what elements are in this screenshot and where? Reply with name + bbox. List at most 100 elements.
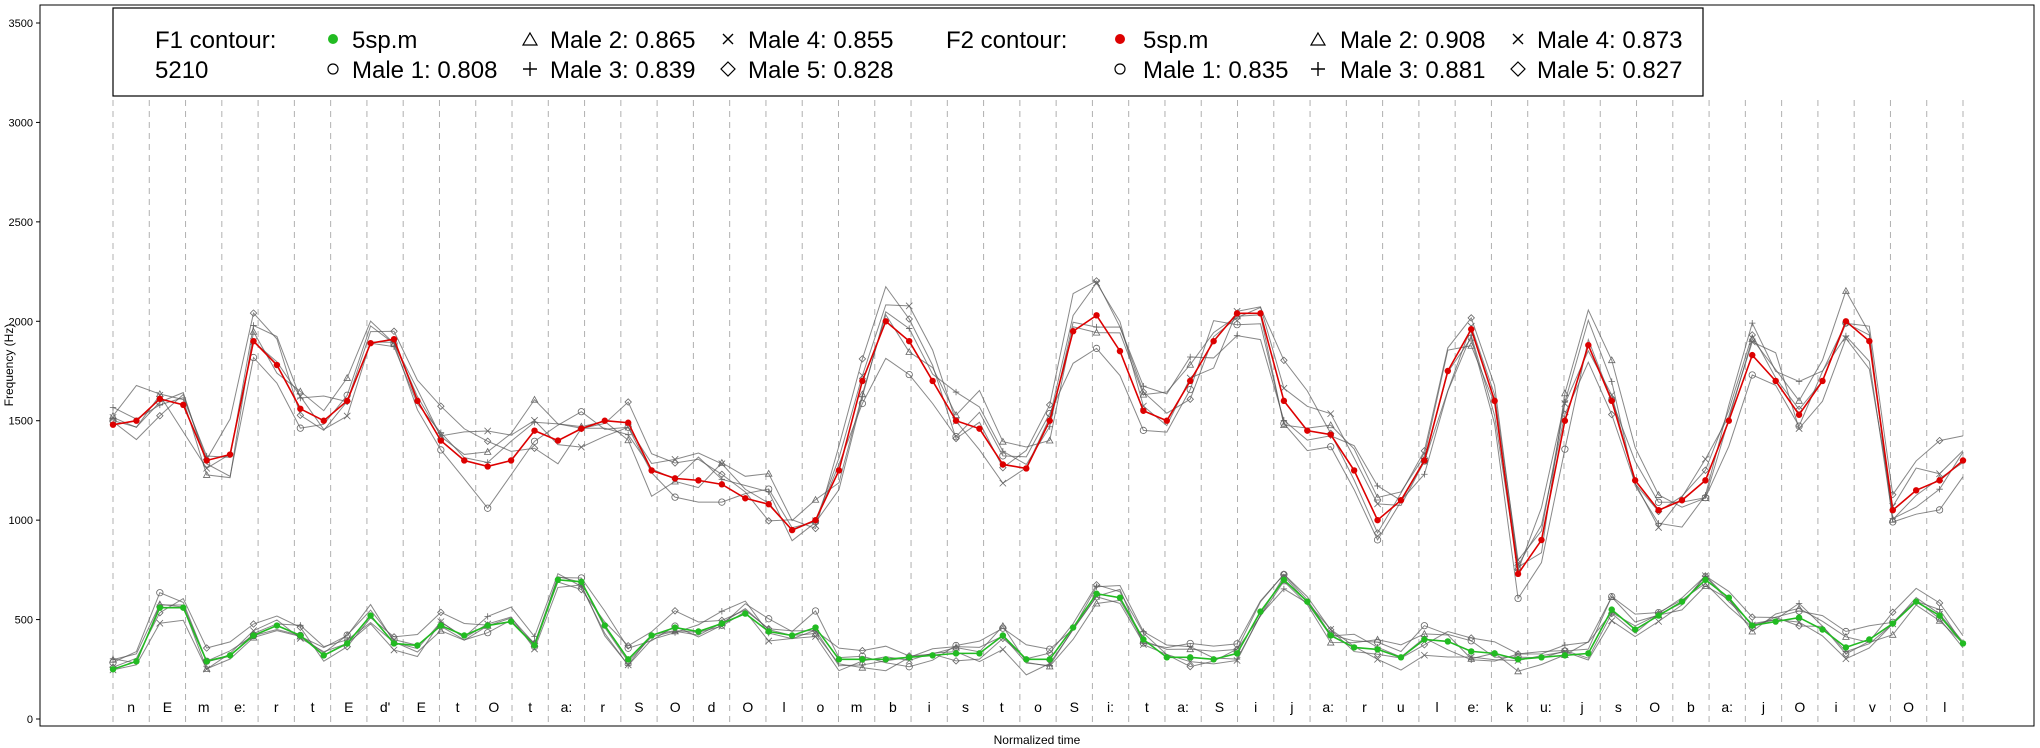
speaker-marker [718, 498, 726, 506]
phone-label: l [1435, 699, 1438, 715]
speaker-marker [1092, 599, 1101, 607]
speaker-marker [1468, 656, 1475, 663]
speaker-marker [1373, 493, 1382, 501]
speaker-marker [296, 623, 305, 632]
main-contour-point [1116, 347, 1124, 355]
phone-label: b [889, 699, 897, 715]
speaker-marker [952, 657, 960, 665]
phone-label: r [274, 699, 279, 715]
speaker-marker [109, 413, 117, 421]
main-contour-point [273, 361, 281, 369]
main-contour-point [343, 397, 351, 405]
speaker-marker [202, 470, 211, 478]
main-contour-point [929, 652, 936, 659]
main-contour-point [976, 650, 983, 657]
phone-label: i [1834, 699, 1837, 715]
legend-f1-5sp-marker [328, 34, 338, 44]
speaker-marker [203, 665, 211, 673]
phone-label: a: [561, 699, 573, 715]
main-contour-point [437, 622, 445, 629]
main-contour-point [414, 642, 421, 649]
main-contour-point [1725, 594, 1733, 601]
main-contour-point [1280, 397, 1288, 405]
legend-f2-male4-marker [1512, 33, 1524, 45]
speaker-marker [296, 424, 304, 432]
main-contour-point [1561, 417, 1569, 424]
speaker-marker [343, 373, 352, 381]
main-contour-point [648, 467, 655, 474]
main-contour-point [648, 632, 655, 639]
phone-label: d' [380, 699, 390, 715]
speaker-marker [1186, 645, 1195, 653]
speaker-marker [484, 427, 492, 435]
speaker-marker [296, 411, 305, 419]
main-contour-point [578, 578, 585, 585]
main-contour-point [601, 622, 608, 629]
main-contour-point [1187, 377, 1194, 385]
speaker-marker [952, 388, 960, 396]
speaker-marker [1842, 334, 1850, 342]
speaker-marker [390, 327, 398, 336]
phone-label: m [198, 699, 210, 715]
speaker-marker [296, 387, 305, 395]
speaker-marker [811, 495, 820, 503]
legend-f1-male2-marker [521, 31, 539, 46]
speaker-marker [1749, 319, 1756, 327]
main-contour-point [718, 481, 726, 488]
speaker-marker [1748, 371, 1756, 379]
speaker-marker [905, 315, 913, 323]
main-contour-point [1631, 626, 1639, 633]
main-contour-point [1936, 477, 1943, 484]
phone-label: O [742, 699, 753, 715]
main-contour-point [952, 650, 960, 657]
speaker-marker [718, 470, 726, 479]
speaker-marker [109, 404, 117, 411]
main-contour-point [882, 656, 889, 663]
speaker-marker [1888, 608, 1897, 617]
main-contour-point [109, 421, 117, 428]
speaker-marker [1702, 492, 1709, 499]
main-contour-point [999, 632, 1007, 639]
main-contour-point [1069, 624, 1077, 631]
main-contour-point [1233, 650, 1241, 657]
legend-f2-male4-label: Male 4: 0.873 [1537, 27, 1682, 54]
speaker-marker [203, 464, 211, 472]
main-contour-point [1210, 337, 1217, 345]
speaker-marker [1327, 410, 1335, 418]
main-contour-point [484, 463, 491, 470]
speaker-line [112, 289, 1964, 568]
speaker-marker [202, 644, 211, 652]
main-contour-point [1795, 411, 1803, 418]
main-contour-point [1655, 612, 1662, 619]
main-contour-point [109, 666, 117, 673]
main-contour-point [1702, 477, 1709, 484]
speaker-marker [1514, 594, 1522, 602]
legend-f1-male4-marker [722, 33, 734, 45]
speaker-marker [437, 446, 445, 454]
phone-label: S [1070, 699, 1079, 715]
speaker-marker [1233, 656, 1241, 664]
speaker-marker [1139, 629, 1148, 637]
speaker-marker [952, 643, 960, 650]
speaker-marker [1467, 314, 1475, 322]
speaker-marker [1092, 277, 1101, 285]
speaker-marker [1420, 641, 1429, 649]
main-contour-point [1350, 644, 1358, 651]
speaker-marker [1607, 356, 1616, 364]
main-contour-point [507, 618, 515, 625]
speaker-marker [718, 608, 726, 615]
speaker-marker [1373, 529, 1382, 537]
speaker-marker [484, 629, 492, 637]
y-tick-label: 1000 [9, 515, 33, 527]
main-contour-point [1093, 590, 1100, 597]
main-contour-point [788, 632, 796, 639]
speaker-marker [1373, 650, 1382, 659]
main-contour-point [1912, 487, 1920, 494]
y-tick-label: 0 [27, 714, 33, 726]
speaker-marker [249, 327, 258, 335]
speaker-marker [343, 412, 351, 420]
main-contour-point [1093, 312, 1100, 319]
phone-label: a: [1721, 699, 1733, 715]
phone-label: n [127, 699, 135, 715]
speaker-marker [1420, 622, 1428, 630]
